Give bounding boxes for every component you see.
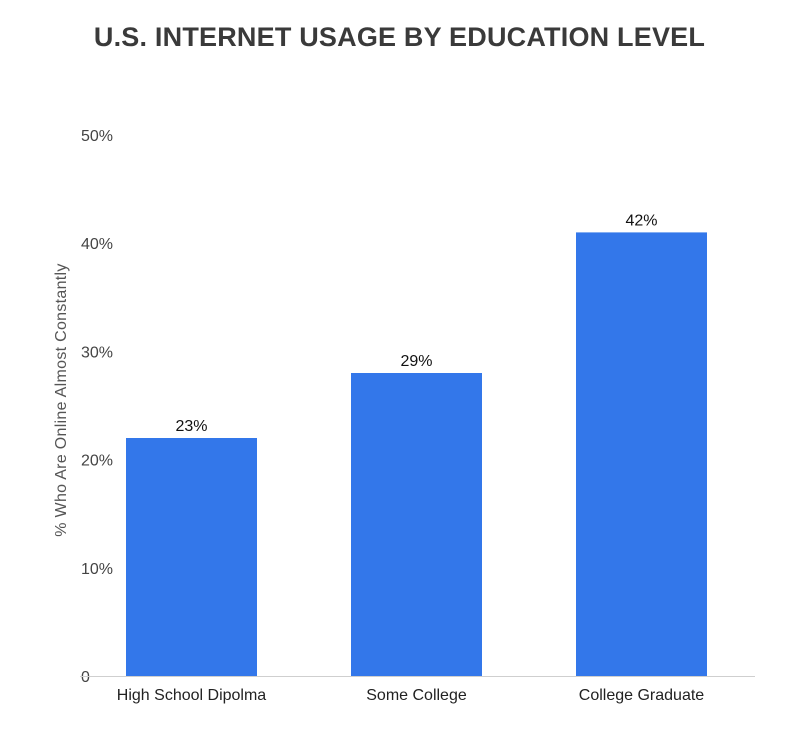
y-tick-label: 30% bbox=[81, 344, 113, 361]
y-axis-label: % Who Are Online Almost Constantly bbox=[53, 263, 70, 536]
bar-value-label: 23% bbox=[175, 418, 207, 435]
y-tick-label: 40% bbox=[81, 236, 113, 253]
category-label: Some College bbox=[366, 687, 467, 704]
category-label: High School Dipolma bbox=[117, 687, 267, 704]
bar-value-label: 42% bbox=[625, 212, 657, 229]
y-tick-label: 10% bbox=[81, 561, 113, 578]
x-axis-labels: High School Dipolma Some College College G… bbox=[117, 687, 705, 704]
bar-value-label: 29% bbox=[400, 353, 432, 370]
category-label: College Graduate bbox=[579, 687, 705, 704]
y-tick-label: 0 bbox=[81, 669, 90, 686]
y-tick-label: 50% bbox=[81, 128, 113, 145]
data-labels: 23% 29% 42% bbox=[175, 212, 657, 435]
bars bbox=[126, 232, 707, 676]
bar bbox=[126, 438, 257, 676]
bar bbox=[351, 373, 482, 676]
bar bbox=[576, 232, 707, 676]
y-tick-label: 20% bbox=[81, 453, 113, 470]
y-axis-ticks: 0 10% 20% 30% 40% 50% bbox=[81, 128, 113, 686]
chart-title: U.S. INTERNET USAGE BY EDUCATION LEVEL bbox=[93, 22, 706, 52]
